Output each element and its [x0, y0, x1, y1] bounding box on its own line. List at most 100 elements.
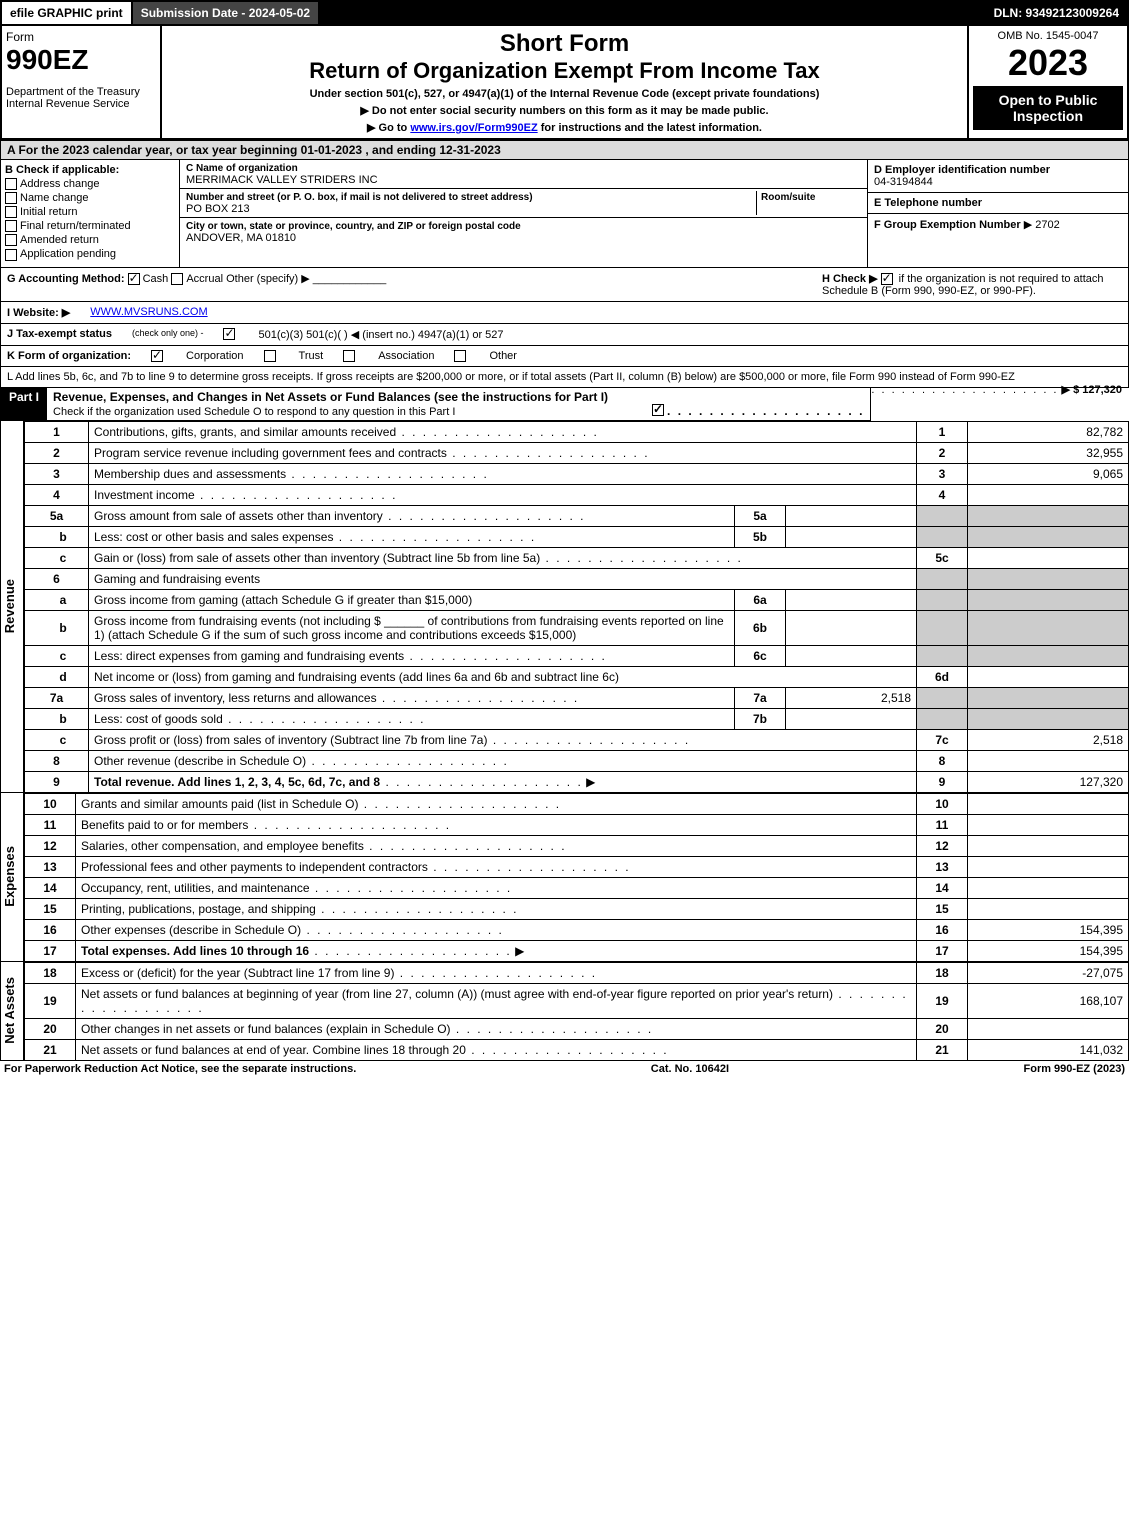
- efile-print-cell[interactable]: efile GRAPHIC print: [2, 2, 131, 24]
- chk-amended-return[interactable]: Amended return: [5, 234, 175, 246]
- l-text: L Add lines 5b, 6c, and 7b to line 9 to …: [7, 371, 1015, 383]
- line-6c: cLess: direct expenses from gaming and f…: [25, 645, 1129, 666]
- top-bar: efile GRAPHIC print Submission Date - 20…: [0, 0, 1129, 26]
- line-13: 13Professional fees and other payments t…: [25, 856, 1129, 877]
- org-name: MERRIMACK VALLEY STRIDERS INC: [186, 174, 378, 186]
- line-5a: 5aGross amount from sale of assets other…: [25, 505, 1129, 526]
- j-note: (check only one) -: [132, 328, 204, 341]
- chk-cash[interactable]: [128, 273, 140, 285]
- e-row: E Telephone number: [868, 193, 1128, 214]
- chk-final-return[interactable]: Final return/terminated: [5, 220, 175, 232]
- chk-schedule-b-not-required[interactable]: [881, 273, 893, 285]
- c-city-label: City or town, state or province, country…: [186, 221, 521, 232]
- section-c: C Name of organization MERRIMACK VALLEY …: [180, 160, 868, 267]
- line-16: 16Other expenses (describe in Schedule O…: [25, 919, 1129, 940]
- dln-cell: DLN: 93492123009264: [986, 2, 1127, 24]
- footer-left: For Paperwork Reduction Act Notice, see …: [4, 1063, 356, 1075]
- info-grid: B Check if applicable: Address change Na…: [0, 160, 1129, 268]
- line-18: 18Excess or (deficit) for the year (Subt…: [25, 962, 1129, 983]
- row-i: I Website: ▶ WWW.MVSRUNS.COM: [0, 302, 1129, 324]
- c-city-row: City or town, state or province, country…: [180, 218, 867, 246]
- row-g-h: G Accounting Method: Cash Accrual Other …: [0, 268, 1129, 302]
- k-trust: Trust: [299, 350, 324, 362]
- chk-trust[interactable]: [264, 350, 276, 362]
- line-6d: dNet income or (loss) from gaming and fu…: [25, 666, 1129, 687]
- line-19: 19Net assets or fund balances at beginni…: [25, 983, 1129, 1018]
- chk-address-change[interactable]: Address change: [5, 178, 175, 190]
- section-g: G Accounting Method: Cash Accrual Other …: [7, 272, 386, 297]
- g-label: G Accounting Method:: [7, 273, 125, 285]
- i-label: I Website: ▶: [7, 306, 70, 319]
- f-label: F Group Exemption Number: [874, 219, 1021, 231]
- line-3: 3Membership dues and assessments39,065: [25, 463, 1129, 484]
- title-return: Return of Organization Exempt From Incom…: [166, 58, 963, 84]
- revenue-section: Revenue 1Contributions, gifts, grants, a…: [0, 421, 1129, 793]
- line-12: 12Salaries, other compensation, and empl…: [25, 835, 1129, 856]
- chk-association[interactable]: [343, 350, 355, 362]
- chk-other-org[interactable]: [454, 350, 466, 362]
- k-assoc: Association: [378, 350, 434, 362]
- submission-date-cell: Submission Date - 2024-05-02: [133, 2, 318, 24]
- chk-schedule-o-used[interactable]: [652, 404, 664, 416]
- c-name-label: C Name of organization: [186, 163, 298, 174]
- h-label: H Check ▶: [822, 273, 878, 285]
- section-def: D Employer identification number 04-3194…: [868, 160, 1128, 267]
- part-1-check-text: Check if the organization used Schedule …: [53, 406, 455, 418]
- irs-form-link[interactable]: www.irs.gov/Form990EZ: [410, 122, 537, 134]
- org-city: ANDOVER, MA 01810: [186, 232, 296, 244]
- f-row: F Group Exemption Number ▶ 2702: [868, 214, 1128, 235]
- line-14: 14Occupancy, rent, utilities, and mainte…: [25, 877, 1129, 898]
- d-row: D Employer identification number 04-3194…: [868, 160, 1128, 193]
- vlabel-expenses: Expenses: [2, 846, 22, 907]
- net-assets-table: 18Excess or (deficit) for the year (Subt…: [24, 962, 1129, 1061]
- line-5b: bLess: cost or other basis and sales exp…: [25, 526, 1129, 547]
- net-assets-section: Net Assets 18Excess or (deficit) for the…: [0, 962, 1129, 1061]
- chk-application-pending[interactable]: Application pending: [5, 248, 175, 260]
- line-20: 20Other changes in net assets or fund ba…: [25, 1018, 1129, 1039]
- subtitle-1: Under section 501(c), 527, or 4947(a)(1)…: [166, 88, 963, 100]
- j-label: J Tax-exempt status: [7, 328, 112, 341]
- k-other: Other: [489, 350, 517, 362]
- row-j: J Tax-exempt status (check only one) - 5…: [0, 324, 1129, 346]
- chk-initial-return[interactable]: Initial return: [5, 206, 175, 218]
- line-1: 1Contributions, gifts, grants, and simil…: [25, 421, 1129, 442]
- row-k: K Form of organization: Corporation Trus…: [0, 346, 1129, 367]
- expenses-table: 10Grants and similar amounts paid (list …: [24, 793, 1129, 962]
- chk-name-change[interactable]: Name change: [5, 192, 175, 204]
- open-public-badge: Open to Public Inspection: [973, 86, 1123, 130]
- subtitle-2: ▶ Do not enter social security numbers o…: [166, 104, 963, 117]
- c-street-label: Number and street (or P. O. box, if mail…: [186, 192, 533, 203]
- line-7a: 7aGross sales of inventory, less returns…: [25, 687, 1129, 708]
- chk-corporation[interactable]: [151, 350, 163, 362]
- line-8: 8Other revenue (describe in Schedule O)8: [25, 750, 1129, 771]
- line-17: 17Total expenses. Add lines 10 through 1…: [25, 940, 1129, 961]
- section-b: B Check if applicable: Address change Na…: [1, 160, 180, 267]
- chk-accrual[interactable]: [171, 273, 183, 285]
- g-cash: Cash: [143, 273, 169, 285]
- line-6: 6Gaming and fundraising events: [25, 568, 1129, 589]
- e-label: E Telephone number: [874, 197, 982, 209]
- chk-501c3[interactable]: [223, 328, 235, 340]
- line-7c: cGross profit or (loss) from sales of in…: [25, 729, 1129, 750]
- irs-label: Internal Revenue Service: [6, 98, 156, 110]
- j-opts: 501(c)(3) 501(c)( ) ◀ (insert no.) 4947(…: [258, 328, 503, 341]
- part-1-tag: Part I: [1, 388, 47, 420]
- revenue-table: 1Contributions, gifts, grants, and simil…: [24, 421, 1129, 793]
- header-left: Form 990EZ Department of the Treasury In…: [2, 26, 162, 138]
- line-15: 15Printing, publications, postage, and s…: [25, 898, 1129, 919]
- form-word: Form: [6, 30, 156, 44]
- part-1-title: Revenue, Expenses, and Changes in Net As…: [47, 388, 870, 420]
- website-link[interactable]: WWW.MVSRUNS.COM: [90, 306, 207, 319]
- header-center: Short Form Return of Organization Exempt…: [162, 26, 967, 138]
- line-9: 9Total revenue. Add lines 1, 2, 3, 4, 5c…: [25, 771, 1129, 792]
- sub3-post: for instructions and the latest informat…: [538, 122, 762, 134]
- header-right: OMB No. 1545-0047 2023 Open to Public In…: [967, 26, 1127, 138]
- f-value: ▶ 2702: [1024, 219, 1060, 231]
- footer-right: Form 990-EZ (2023): [1024, 1063, 1125, 1075]
- page-footer: For Paperwork Reduction Act Notice, see …: [0, 1061, 1129, 1077]
- line-2: 2Program service revenue including gover…: [25, 442, 1129, 463]
- c-room-label: Room/suite: [761, 192, 815, 203]
- org-street: PO BOX 213: [186, 203, 250, 215]
- line-4: 4Investment income4: [25, 484, 1129, 505]
- omb-number: OMB No. 1545-0047: [973, 30, 1123, 42]
